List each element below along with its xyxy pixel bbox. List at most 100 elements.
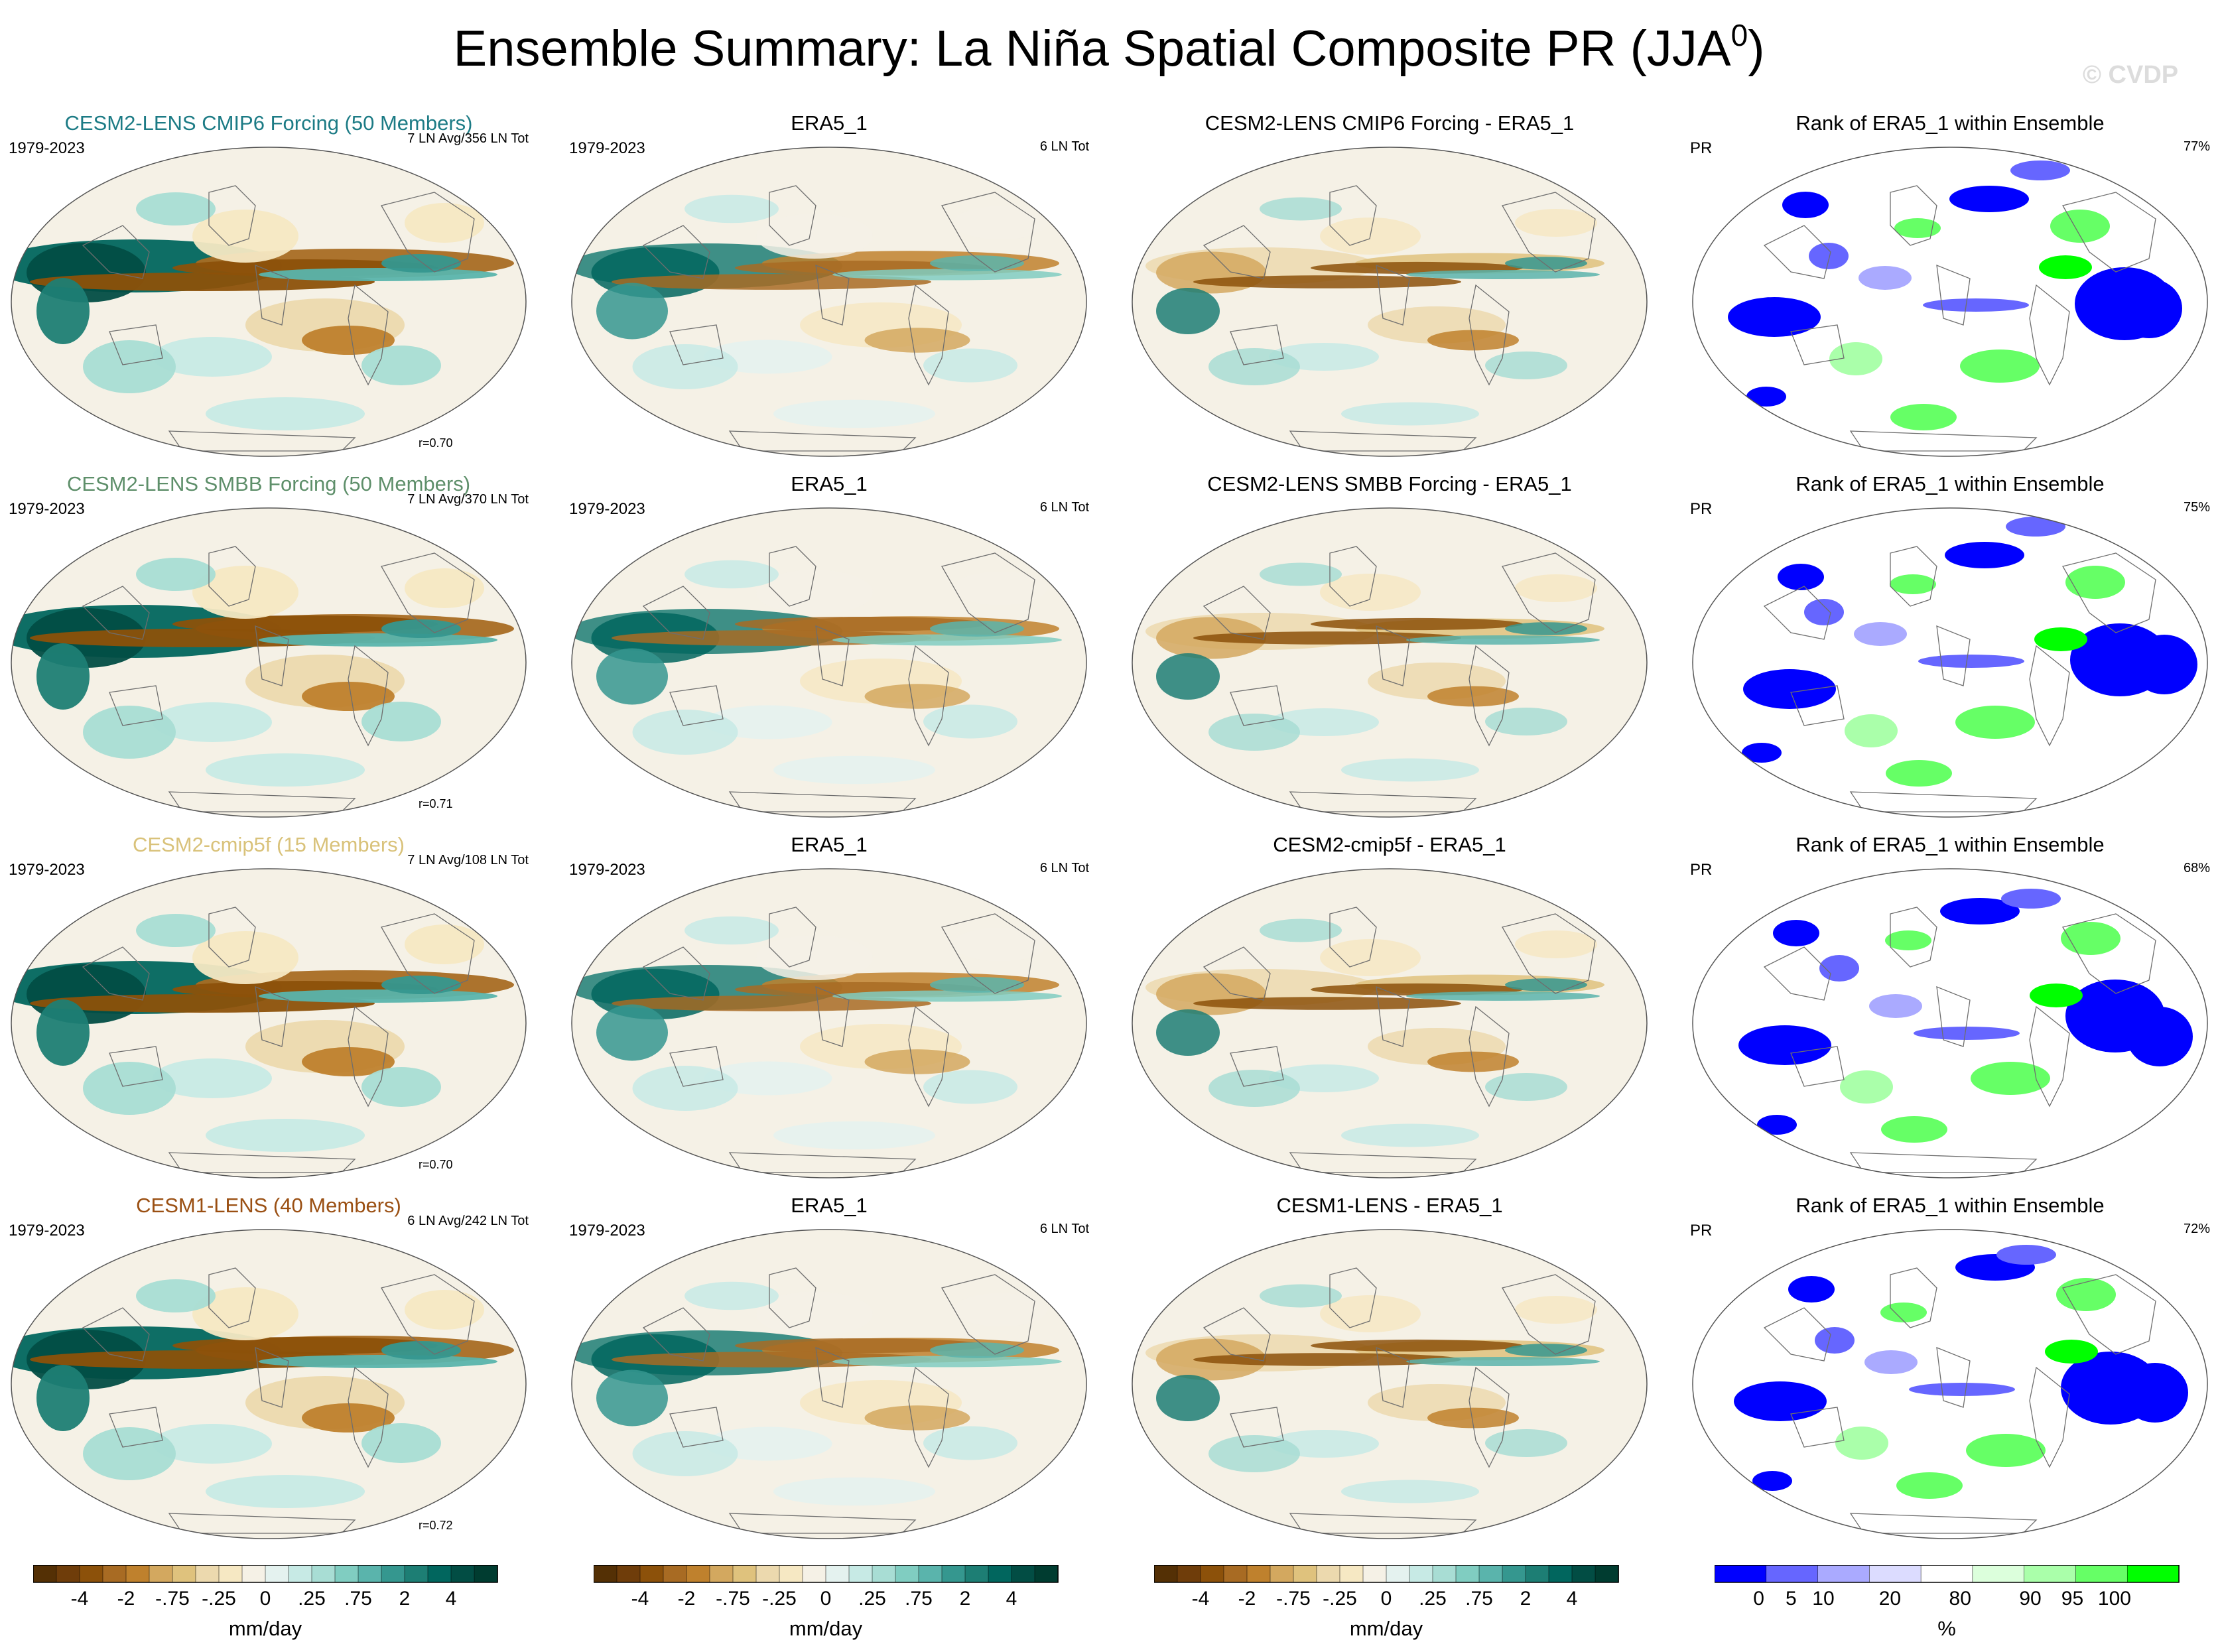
colorbar-swatch — [1595, 1565, 1619, 1583]
map-border — [1132, 507, 1648, 818]
panel-obs-row3: ERA5_1 1979-2023 6 LN Tot — [564, 833, 1094, 1178]
precip-anomaly-region — [1406, 635, 1600, 645]
map-border — [1692, 147, 2208, 457]
colorbar-tick-label: .25 — [858, 1588, 886, 1610]
coastline — [769, 546, 816, 607]
coastline — [109, 1046, 163, 1087]
precip-anomaly-region — [864, 328, 970, 353]
coastline — [2029, 284, 2070, 386]
precip-anomaly-region — [136, 914, 216, 947]
precip-anomaly-region — [36, 1365, 90, 1431]
colorbar-tick-label: 2 — [1520, 1588, 1532, 1610]
panel-model-row3: CESM2-cmip5f (15 Members) 1979-2023 7 LN A… — [3, 833, 534, 1178]
precip-anomaly-region — [596, 1369, 668, 1427]
map-border — [1692, 1229, 2208, 1539]
panel-title: ERA5_1 — [791, 111, 868, 135]
pattern-correlation: r=0.70 — [419, 1158, 453, 1171]
colorbar-tick-label: 0 — [820, 1588, 832, 1610]
precip-anomaly-region — [756, 1291, 873, 1336]
colorbar-units: mm/day — [789, 1617, 863, 1640]
panel-diff-row1: CESM2-LENS CMIP6 Forcing - ERA5_1 — [1124, 111, 1655, 457]
precip-anomaly-region — [136, 558, 216, 591]
precip-anomaly-region — [923, 1426, 1017, 1460]
coastline — [1763, 1307, 1831, 1362]
colorbar-swatch — [1920, 1565, 1973, 1583]
rank-patch — [1859, 266, 1912, 290]
coastline — [2062, 913, 2156, 994]
figure-title: Ensemble Summary: La Niña Spatial Compos… — [453, 18, 1765, 77]
rank-patch — [1869, 994, 1922, 1018]
percent-label: 77% — [2183, 139, 2210, 154]
panel-title: CESM2-LENS SMBB Forcing - ERA5_1 — [1207, 472, 1572, 495]
panel-obs-row1: ERA5_1 1979-2023 6 LN Tot — [564, 111, 1094, 457]
precip-anomaly-region — [83, 1427, 176, 1480]
rank-patch — [2116, 279, 2182, 338]
colorbar-swatch — [1362, 1565, 1387, 1583]
coastline — [769, 1267, 816, 1328]
colorbar-tick-label: -4 — [71, 1588, 89, 1610]
coastline — [2029, 1366, 2070, 1468]
map-rank — [1692, 147, 2208, 457]
rank-patch — [1829, 342, 1882, 375]
variable-label: PR — [1690, 861, 1713, 879]
rank-patch — [1894, 218, 1941, 238]
precip-anomaly-region — [172, 615, 438, 633]
precip-anomaly-region — [259, 268, 497, 281]
precip-anomaly-region — [1341, 1123, 1479, 1147]
precip-anomaly-region — [1260, 197, 1342, 221]
coastline — [1376, 625, 1410, 686]
precip-anomaly-region — [36, 999, 90, 1066]
rank-patch — [1815, 1327, 1855, 1354]
rank-patch — [2061, 922, 2120, 955]
colorbar-swatch — [825, 1565, 850, 1583]
precip-anomaly-region — [36, 643, 90, 710]
colorbar-tick-label: 20 — [1879, 1588, 1901, 1610]
precip-anomaly-region — [1156, 251, 1266, 294]
precip-anomaly-region — [864, 684, 970, 709]
panel-rank-row4: Rank of ERA5_1 within Ensemble PR 72% — [1685, 1194, 2215, 1539]
colorbar-swatch — [1177, 1565, 1201, 1583]
precip-anomaly-region — [1193, 1353, 1461, 1366]
coastline — [941, 192, 1035, 273]
map-border — [11, 147, 527, 457]
precip-anomaly-region — [923, 348, 1017, 383]
precip-anomaly-region — [1260, 562, 1342, 586]
panel-rank-row3: Rank of ERA5_1 within Ensemble PR 68% — [1685, 833, 2215, 1178]
panel-title: CESM2-cmip5f (15 Members) — [133, 833, 405, 856]
map-border — [11, 507, 527, 818]
rank-patch — [2045, 1340, 2098, 1364]
map-border — [1132, 147, 1648, 457]
coastline — [1502, 192, 1596, 273]
precip-anomaly-region — [1341, 758, 1479, 782]
map-border — [11, 1229, 527, 1539]
rank-colorbar: 0 5 10 20 80 90 95 100% — [1715, 1565, 2218, 1651]
rank-patch — [2001, 889, 2061, 909]
precip-anomaly-region — [1515, 574, 1597, 602]
rank-patch — [1835, 1427, 1888, 1460]
precip-anomaly-region — [930, 621, 1024, 637]
colorbar-swatch — [450, 1565, 475, 1583]
rank-patch — [1881, 1116, 1947, 1143]
precip-anomaly-region — [1208, 1070, 1300, 1107]
precip-anomaly-region — [773, 399, 935, 428]
colorbar-tick-label: 100 — [2098, 1588, 2131, 1610]
colorbar-svg: -4 -2 -.75 -.25 0 .25 .75 2 4 — [33, 1565, 498, 1610]
rank-patch — [1773, 920, 1819, 946]
coastline — [208, 1267, 256, 1328]
colorbar-tick-label: 95 — [2061, 1588, 2083, 1610]
rank-patch — [1854, 622, 1907, 646]
colorbar-swatch — [1293, 1565, 1317, 1583]
colorbar-tick-label: 2 — [960, 1588, 971, 1610]
coastline — [109, 324, 163, 365]
coastline — [1763, 225, 1831, 279]
rank-patch — [1778, 564, 1824, 590]
coastline — [1376, 1346, 1410, 1408]
rank-patch — [2131, 635, 2197, 694]
precip-anomaly-region — [302, 682, 395, 711]
coastline — [1790, 685, 1845, 726]
coastline — [642, 946, 710, 1001]
colorbar-tick-label: 5 — [1786, 1588, 1797, 1610]
precip-anomaly-region — [1406, 991, 1600, 1001]
panel-obs-row4: ERA5_1 1979-2023 6 LN Tot — [564, 1194, 1094, 1539]
precip-anomaly-region — [381, 976, 461, 994]
